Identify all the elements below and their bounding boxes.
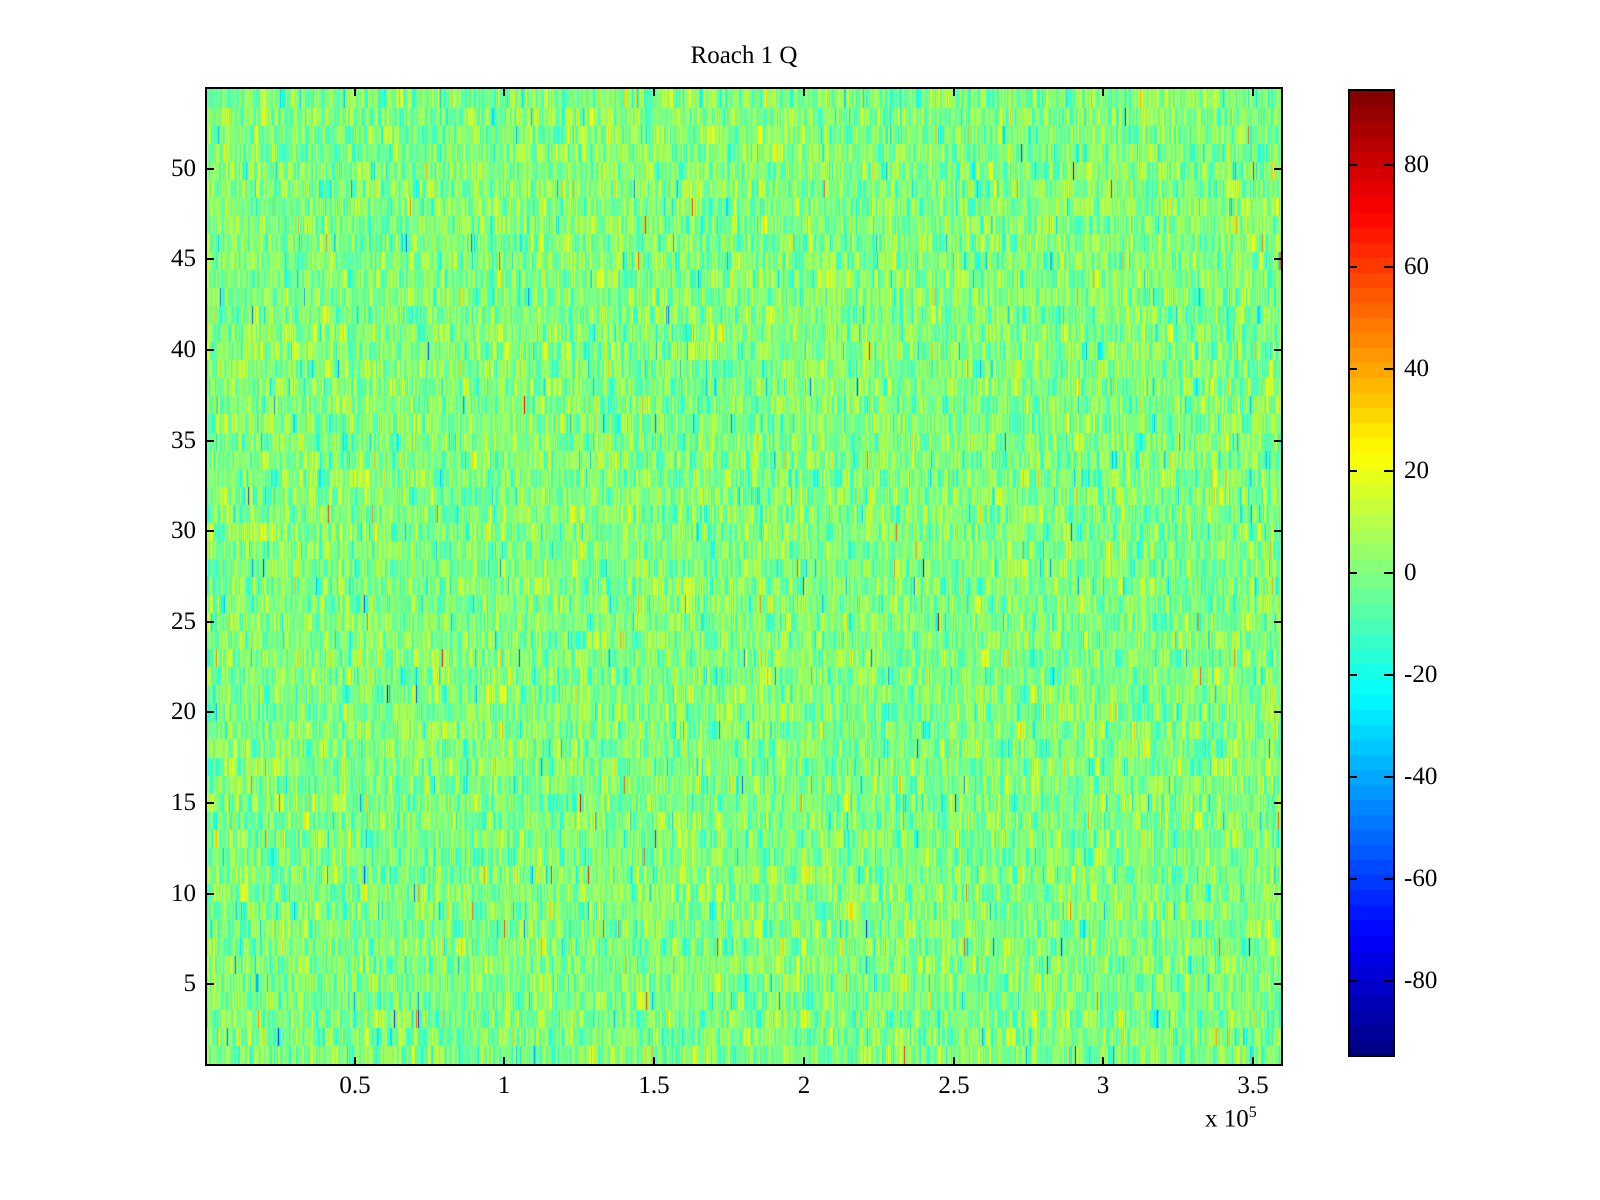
colorbar-tick-left xyxy=(1348,368,1357,370)
colorbar-tick-label: 80 xyxy=(1404,151,1429,178)
colorbar-tick-left xyxy=(1348,572,1357,574)
colorbar-tick-label: 0 xyxy=(1404,559,1417,586)
y-axis-tick-label: 40 xyxy=(171,336,196,363)
x-axis-tick xyxy=(354,1057,356,1066)
x-axis-tick-top xyxy=(1252,87,1254,96)
x-axis-tick-top xyxy=(953,87,955,96)
colorbar-tick-label: 60 xyxy=(1404,253,1429,280)
y-axis-tick-label: 20 xyxy=(171,698,196,725)
x-axis-tick xyxy=(803,1057,805,1066)
x-axis-tick-label: 2.5 xyxy=(938,1072,970,1099)
x-axis-tick-top xyxy=(653,87,655,96)
x-axis-exponent-label: x 105 xyxy=(1205,1104,1257,1133)
x-axis-tick-label: 2 xyxy=(797,1072,811,1099)
colorbar-tick-right xyxy=(1384,878,1393,880)
y-axis-tick xyxy=(205,893,214,895)
colorbar-tick-left xyxy=(1348,776,1357,778)
x-axis-tick-top xyxy=(803,87,805,96)
x-axis-tick-top xyxy=(354,87,356,96)
page-title: Roach 1 Q xyxy=(690,42,798,69)
colorbar-tick-label: -20 xyxy=(1404,661,1438,688)
x-axis-tick xyxy=(1252,1057,1254,1066)
x-axis-tick-label: 3.5 xyxy=(1237,1072,1269,1099)
x-axis-tick-label: 0.5 xyxy=(339,1072,371,1099)
x-axis-tick xyxy=(1102,1057,1104,1066)
x-axis-tick xyxy=(503,1057,505,1066)
y-axis-tick-right xyxy=(1274,983,1283,985)
y-axis-tick xyxy=(205,983,214,985)
y-axis-tick xyxy=(205,621,214,623)
x-exponent-base: x 10 xyxy=(1205,1105,1249,1133)
x-axis-tick xyxy=(953,1057,955,1066)
heatmap-image xyxy=(207,89,1281,1064)
y-axis-tick-right xyxy=(1274,530,1283,532)
colorbar-tick-label: -40 xyxy=(1404,763,1438,790)
y-axis-tick-right xyxy=(1274,621,1283,623)
colorbar-tick-right xyxy=(1384,980,1393,982)
y-axis-tick-right xyxy=(1274,168,1283,170)
y-axis-tick-label: 15 xyxy=(171,789,196,816)
y-axis-tick-right xyxy=(1274,349,1283,351)
x-axis-tick-top xyxy=(503,87,505,96)
colorbar-tick-left xyxy=(1348,164,1357,166)
colorbar-tick-left xyxy=(1348,674,1357,676)
colorbar-tick-right xyxy=(1384,470,1393,472)
colorbar-tick-left xyxy=(1348,878,1357,880)
y-axis-tick xyxy=(205,168,214,170)
colorbar-tick-left xyxy=(1348,980,1357,982)
y-axis-tick-right xyxy=(1274,440,1283,442)
colorbar-tick-right xyxy=(1384,674,1393,676)
y-axis-tick xyxy=(205,802,214,804)
x-exponent-power: 5 xyxy=(1248,1104,1257,1121)
y-axis-tick-label: 25 xyxy=(171,608,196,635)
x-axis-tick-label: 3 xyxy=(1096,1072,1110,1099)
colorbar-tick-label: 40 xyxy=(1404,355,1429,382)
x-axis-tick-label: 1 xyxy=(497,1072,511,1099)
colorbar-tick-right xyxy=(1384,572,1393,574)
y-axis-tick-right xyxy=(1274,258,1283,260)
colorbar-tick-label: -60 xyxy=(1404,865,1438,892)
y-axis-tick xyxy=(205,258,214,260)
colorbar-tick-left xyxy=(1348,266,1357,268)
colorbar-tick-label: 20 xyxy=(1404,457,1429,484)
y-axis-tick-right xyxy=(1274,802,1283,804)
y-axis-tick-label: 5 xyxy=(183,970,197,997)
y-axis-tick-label: 45 xyxy=(171,245,196,272)
colorbar-tick-right xyxy=(1384,266,1393,268)
y-axis-tick xyxy=(205,440,214,442)
y-axis-tick-right xyxy=(1274,711,1283,713)
x-axis-tick-label: 1.5 xyxy=(638,1072,670,1099)
y-axis-tick xyxy=(205,711,214,713)
y-axis-tick-right xyxy=(1274,893,1283,895)
y-axis-tick xyxy=(205,349,214,351)
y-axis-tick xyxy=(205,530,214,532)
x-axis-tick xyxy=(653,1057,655,1066)
y-axis-tick-label: 50 xyxy=(171,155,196,182)
colorbar-tick-right xyxy=(1384,368,1393,370)
y-axis-tick-label: 35 xyxy=(171,427,196,454)
heatmap-axes[interactable] xyxy=(205,87,1283,1066)
y-axis-tick-label: 30 xyxy=(171,517,196,544)
colorbar-tick-right xyxy=(1384,776,1393,778)
colorbar-tick-left xyxy=(1348,470,1357,472)
colorbar-tick-right xyxy=(1384,164,1393,166)
colorbar-tick-label: -80 xyxy=(1404,967,1438,994)
y-axis-tick-label: 10 xyxy=(171,880,196,907)
x-axis-tick-top xyxy=(1102,87,1104,96)
